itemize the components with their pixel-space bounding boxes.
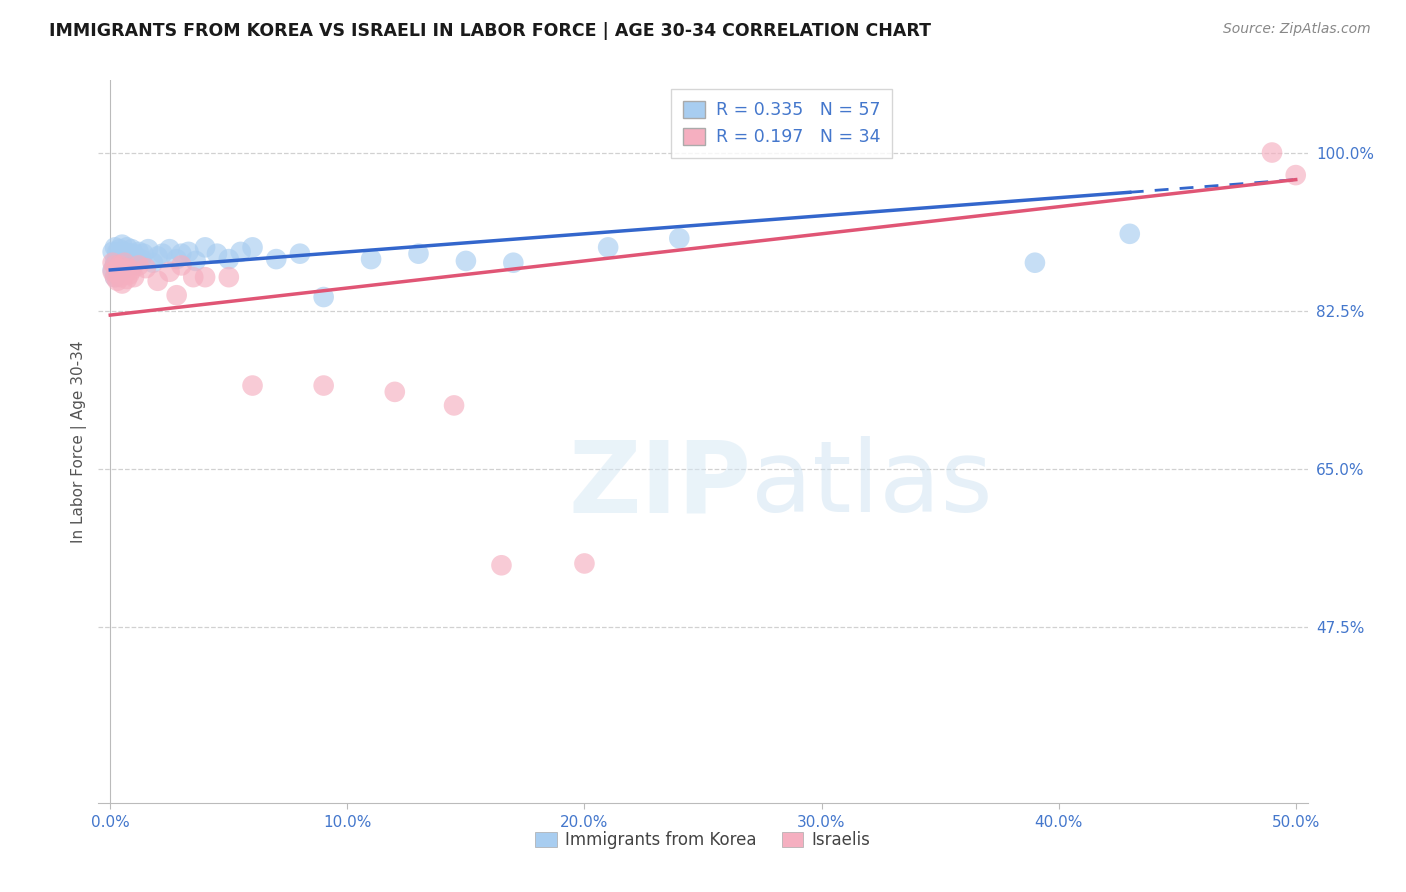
Point — [121, 242, 143, 256]
Point — [1285, 168, 1308, 182]
Point — [111, 277, 134, 291]
Point — [288, 246, 311, 260]
Point — [122, 258, 145, 272]
Point — [108, 249, 131, 263]
Point — [111, 246, 134, 260]
Point — [108, 270, 131, 285]
Point — [105, 261, 128, 276]
Point — [384, 384, 406, 399]
Point — [101, 263, 124, 277]
Point — [1119, 227, 1142, 241]
Point — [115, 240, 138, 254]
Point — [114, 254, 136, 268]
Point — [105, 244, 128, 259]
Point — [111, 237, 134, 252]
Point — [125, 251, 148, 265]
Point — [132, 246, 155, 260]
Point — [229, 244, 252, 259]
Point — [408, 246, 430, 260]
Point — [166, 252, 188, 266]
Point — [152, 246, 174, 260]
Point — [105, 251, 128, 265]
Point — [104, 270, 127, 285]
Point — [108, 259, 131, 273]
Point — [101, 265, 124, 279]
Point — [170, 259, 193, 273]
Point — [142, 256, 165, 270]
Point — [104, 240, 127, 254]
Text: atlas: atlas — [751, 436, 993, 533]
Point — [105, 256, 128, 270]
Point — [105, 263, 128, 277]
Point — [264, 252, 287, 266]
Text: ZIP: ZIP — [568, 436, 751, 533]
Point — [502, 256, 524, 270]
Point — [1024, 256, 1046, 270]
Point — [118, 246, 141, 260]
Point — [443, 398, 465, 412]
Point — [121, 252, 143, 266]
Point — [121, 263, 143, 277]
Point — [668, 231, 690, 245]
Point — [454, 254, 477, 268]
Point — [128, 244, 150, 259]
Point — [146, 249, 169, 263]
Point — [101, 256, 124, 270]
Point — [242, 240, 264, 254]
Point — [114, 256, 136, 270]
Point — [205, 246, 228, 260]
Point — [166, 288, 188, 302]
Point — [128, 259, 150, 273]
Point — [218, 252, 240, 266]
Point — [114, 268, 136, 282]
Point — [136, 242, 159, 256]
Point — [312, 378, 335, 392]
Text: IMMIGRANTS FROM KOREA VS ISRAELI IN LABOR FORCE | AGE 30-34 CORRELATION CHART: IMMIGRANTS FROM KOREA VS ISRAELI IN LABO… — [49, 22, 931, 40]
Point — [118, 268, 141, 282]
Point — [115, 261, 138, 276]
Point — [159, 242, 181, 256]
Point — [118, 256, 141, 270]
Point — [184, 254, 207, 268]
Point — [104, 259, 127, 273]
Point — [108, 259, 131, 273]
Point — [242, 378, 264, 392]
Point — [101, 244, 124, 259]
Point — [574, 557, 596, 571]
Point — [111, 263, 134, 277]
Point — [104, 270, 127, 285]
Point — [122, 246, 145, 260]
Point — [598, 240, 620, 254]
Point — [177, 244, 200, 259]
Point — [312, 290, 335, 304]
Point — [491, 558, 513, 573]
Point — [115, 272, 138, 286]
Point — [146, 274, 169, 288]
Point — [108, 242, 131, 256]
Point — [194, 270, 217, 285]
Point — [114, 261, 136, 276]
Point — [105, 274, 128, 288]
Y-axis label: In Labor Force | Age 30-34: In Labor Force | Age 30-34 — [72, 340, 87, 543]
Point — [1261, 145, 1284, 160]
Point — [181, 270, 204, 285]
Point — [129, 252, 152, 266]
Point — [104, 259, 127, 273]
Point — [218, 270, 240, 285]
Text: Source: ZipAtlas.com: Source: ZipAtlas.com — [1223, 22, 1371, 37]
Point — [104, 254, 127, 268]
Point — [114, 244, 136, 259]
Point — [111, 263, 134, 277]
Point — [111, 256, 134, 270]
Point — [115, 249, 138, 263]
Point — [122, 270, 145, 285]
Point — [360, 252, 382, 266]
Point — [170, 246, 193, 260]
Point — [159, 265, 181, 279]
Point — [194, 240, 217, 254]
Point — [135, 261, 157, 276]
Legend: Immigrants from Korea, Israelis: Immigrants from Korea, Israelis — [529, 824, 877, 856]
